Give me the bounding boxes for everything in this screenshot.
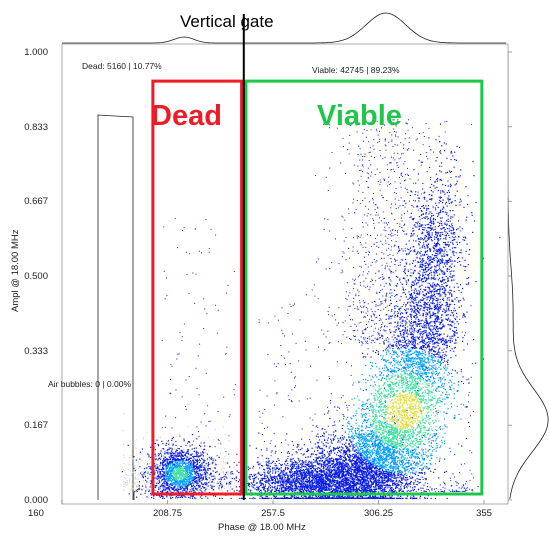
x-tick-label: 306.25 <box>364 508 393 519</box>
air-bubbles-stat-label: Air bubbles: 0 | 0.00% <box>48 379 131 389</box>
y-tick-label: 0.000 <box>24 495 48 506</box>
right-histogram-curve <box>507 52 549 500</box>
viable-gate-label: Viable <box>317 100 402 132</box>
dead-stat-label: Dead: 5160 | 10.77% <box>82 61 162 71</box>
y-tick-label: 0.333 <box>24 346 48 357</box>
y-tick-label: 0.167 <box>24 420 48 431</box>
x-tick-label: 355 <box>476 508 492 519</box>
left-histogram-outline <box>97 114 141 500</box>
plot-area <box>61 43 509 505</box>
x-tick-label: 257.5 <box>261 508 285 519</box>
y-tick-label: 0.667 <box>24 196 48 207</box>
y-tick-label: 1.000 <box>24 47 48 58</box>
x-axis-ticks: 160 208.75 257.5 306.25 355 <box>28 500 492 519</box>
y-tick-label: 0.500 <box>24 271 48 282</box>
y-axis-label: Ampl @ 18.00 MHz <box>10 229 21 312</box>
x-axis-label: Phase @ 18.00 MHz <box>218 522 306 533</box>
top-histogram-frame <box>62 0 508 44</box>
chart-title: Vertical gate <box>180 12 274 31</box>
y-tick-label: 0.833 <box>24 122 48 133</box>
x-tick-label: 208.75 <box>153 508 182 519</box>
dead-gate-label: Dead <box>151 100 222 132</box>
x-tick-label: 160 <box>28 508 44 519</box>
top-histogram-curve <box>62 12 506 44</box>
viable-stat-label: Viable: 42745 | 89.23% <box>312 65 400 75</box>
viable-gate-rectangle[interactable] <box>244 79 484 496</box>
y-axis-ticks: 0.000 0.167 0.333 0.500 0.667 0.833 1.000 <box>24 47 512 506</box>
dead-gate-rectangle[interactable] <box>151 79 244 496</box>
